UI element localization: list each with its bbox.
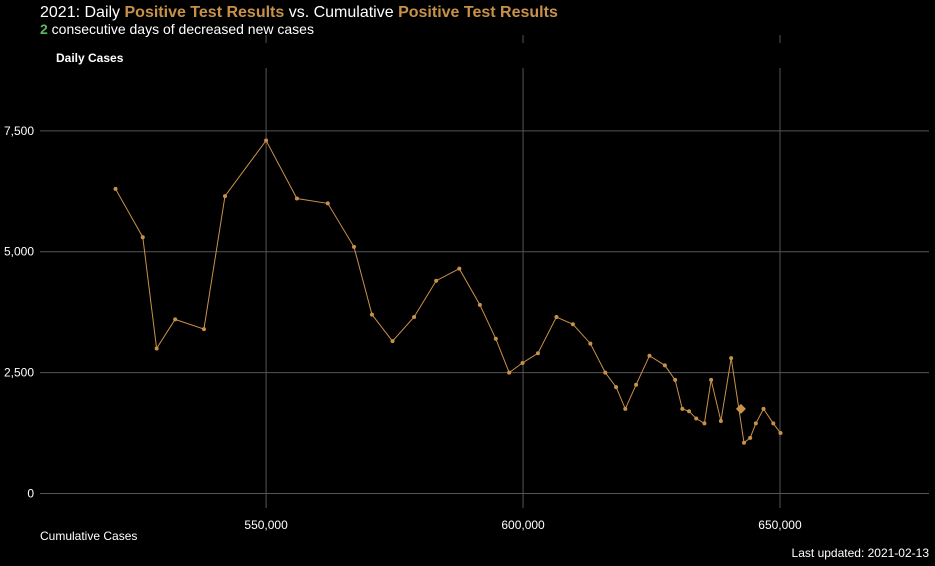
title-prefix: 2021: Daily <box>40 4 125 21</box>
subtitle-count: 2 <box>40 21 48 37</box>
title-middle: vs. Cumulative <box>284 4 399 21</box>
data-point <box>412 315 417 320</box>
data-point <box>680 406 685 411</box>
data-point <box>694 416 699 421</box>
data-point <box>173 317 178 322</box>
data-point <box>369 312 374 317</box>
data-point <box>614 385 619 390</box>
data-point <box>477 302 482 307</box>
data-point <box>603 370 608 375</box>
data-point <box>154 346 159 351</box>
y-tick-label: 7,500 <box>4 124 34 138</box>
x-axis-label: Cumulative Cases <box>40 529 138 543</box>
data-point <box>570 322 575 327</box>
data-point <box>718 418 723 423</box>
y-tick-label: 0 <box>27 486 34 500</box>
data-point <box>493 336 498 341</box>
data-point <box>201 327 206 332</box>
data-point <box>647 353 652 358</box>
x-tick-label: 550,000 <box>244 518 288 532</box>
data-point <box>351 244 356 249</box>
y-tick-label: 5,000 <box>4 245 34 259</box>
data-point <box>535 351 540 356</box>
data-point <box>771 421 776 426</box>
subtitle-text: consecutive days of decreased new cases <box>47 21 314 37</box>
highlight-point-marker <box>735 403 746 414</box>
data-point <box>113 186 118 191</box>
data-point <box>662 363 667 368</box>
x-tick-label: 600,000 <box>501 518 545 532</box>
chart-subtitle: 2 consecutive days of decreased new case… <box>40 21 314 37</box>
y-tick-label: 2,500 <box>4 366 34 380</box>
data-point <box>140 235 145 240</box>
data-point <box>742 440 747 445</box>
data-point <box>623 406 628 411</box>
data-point <box>457 266 462 271</box>
data-point <box>778 431 783 436</box>
data-point <box>264 138 269 143</box>
y-axis-label: Daily Cases <box>56 51 124 65</box>
data-point <box>702 421 707 426</box>
data-point <box>434 278 439 283</box>
x-tick-label: 650,000 <box>758 518 802 532</box>
data-point <box>390 339 395 344</box>
data-point <box>753 421 758 426</box>
data-point <box>222 194 227 199</box>
data-point <box>588 341 593 346</box>
data-point <box>673 377 678 382</box>
data-point <box>554 315 559 320</box>
data-point <box>687 409 692 414</box>
data-point <box>729 356 734 361</box>
data-point <box>325 201 330 206</box>
data-point <box>520 360 525 365</box>
data-point <box>294 196 299 201</box>
data-point <box>748 435 753 440</box>
data-point <box>709 377 714 382</box>
data-point <box>761 406 766 411</box>
data-point <box>507 370 512 375</box>
data-point <box>634 382 639 387</box>
chart-title: 2021: Daily Positive Test Results vs. Cu… <box>40 4 558 22</box>
title-highlight-cumulative: Positive Test Results <box>398 4 558 21</box>
last-updated-caption: Last updated: 2021-02-13 <box>791 546 929 560</box>
title-highlight-daily: Positive Test Results <box>124 4 285 21</box>
series-line <box>115 139 781 444</box>
